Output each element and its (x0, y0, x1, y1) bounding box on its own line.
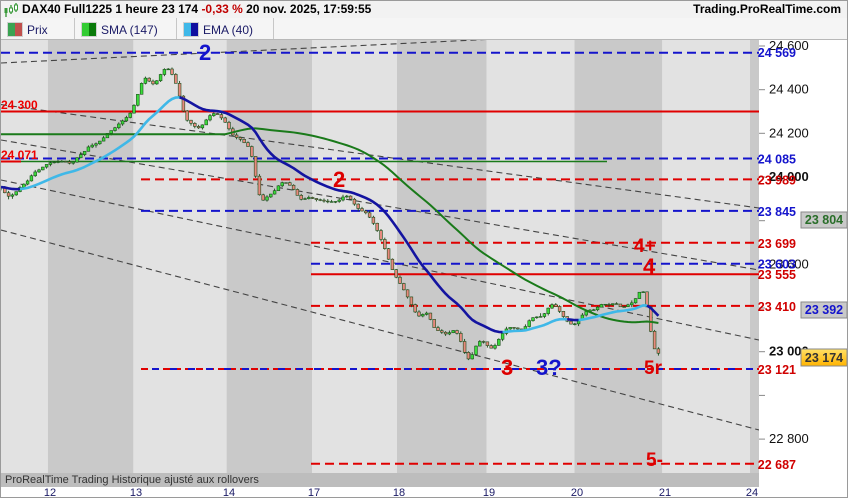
svg-text:3: 3 (501, 355, 513, 380)
svg-text:24 200: 24 200 (769, 125, 809, 140)
svg-text:24 000: 24 000 (769, 169, 809, 184)
svg-text:23 000: 23 000 (769, 344, 809, 359)
svg-text:5r: 5r (644, 358, 663, 379)
svg-text:23 600: 23 600 (769, 256, 809, 271)
svg-text:24 071: 24 071 (1, 148, 38, 162)
svg-text:22 800: 22 800 (769, 431, 809, 446)
svg-text:24 300: 24 300 (1, 98, 38, 112)
svg-text:24 600: 24 600 (769, 40, 809, 53)
svg-text:5-: 5- (646, 450, 663, 471)
svg-text:3?: 3? (536, 355, 562, 380)
svg-text:4: 4 (643, 254, 656, 279)
svg-text:2: 2 (199, 40, 211, 65)
svg-text:24 400: 24 400 (769, 82, 809, 97)
